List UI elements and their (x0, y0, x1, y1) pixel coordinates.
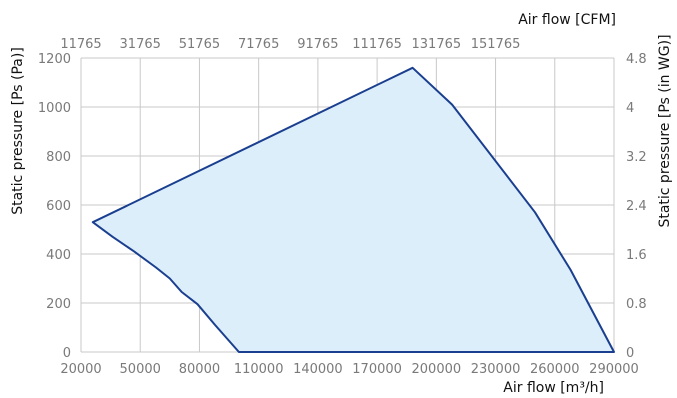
x-tick-label: 260000 (530, 362, 580, 377)
y-tick-label: 600 (46, 199, 71, 214)
y-tick-label: 0 (63, 346, 71, 361)
y2-tick-label: 0.8 (626, 297, 647, 312)
y2-tick-label: 1.6 (626, 248, 647, 263)
x2-tick-label: 131765 (412, 37, 462, 52)
x-tick-label: 140000 (293, 362, 343, 377)
y2-axis-label: Static pressure [Ps (in WG)] (657, 34, 673, 227)
x-tick-label: 80000 (179, 362, 220, 377)
x2-tick-label: 11765 (60, 37, 101, 52)
y-tick-label: 200 (46, 297, 71, 312)
y-tick-label: 800 (46, 150, 71, 165)
operating-area-fill (92, 67, 615, 353)
y-tick-label: 1200 (38, 52, 71, 67)
y2-axis-ticks: 0 0.8 1.6 2.4 3.2 4 4.8 (626, 52, 647, 361)
x2-tick-label: 111765 (352, 37, 402, 52)
y2-tick-label: 2.4 (626, 199, 647, 214)
x-tick-label: 170000 (352, 362, 402, 377)
x2-tick-label: 31765 (120, 37, 161, 52)
y-tick-label: 1000 (38, 101, 71, 116)
x-tick-label: 50000 (120, 362, 161, 377)
x2-tick-label: 91765 (297, 37, 338, 52)
y2-tick-label: 4 (626, 101, 634, 116)
y2-tick-label: 0 (626, 346, 634, 361)
x2-axis-label: Air flow [CFM] (518, 12, 616, 28)
x-tick-label: 20000 (60, 362, 101, 377)
x-tick-label: 200000 (412, 362, 462, 377)
x-tick-label: 230000 (471, 362, 521, 377)
x-tick-label: 110000 (234, 362, 284, 377)
x-axis-label: Air flow [m³/h] (503, 380, 604, 396)
operating-area-outline (91, 66, 615, 353)
x2-tick-label: 51765 (179, 37, 220, 52)
y-axis-label: Static pressure [Ps (Pa)] (10, 47, 26, 215)
y-axis-ticks: 0 200 400 600 800 1000 1200 (38, 52, 71, 361)
y-tick-label: 400 (46, 248, 71, 263)
x2-tick-label: 151765 (471, 37, 521, 52)
x2-axis-ticks: 11765 31765 51765 71765 91765 111765 131765 151… (60, 37, 520, 52)
x-axis-ticks: 20000 50000 80000 110000 140000 170000 200000 2… (60, 362, 639, 377)
y2-tick-label: 4.8 (626, 52, 647, 67)
x2-tick-label: 71765 (238, 37, 279, 52)
y2-tick-label: 3.2 (626, 150, 647, 165)
x-tick-label: 290000 (589, 362, 639, 377)
